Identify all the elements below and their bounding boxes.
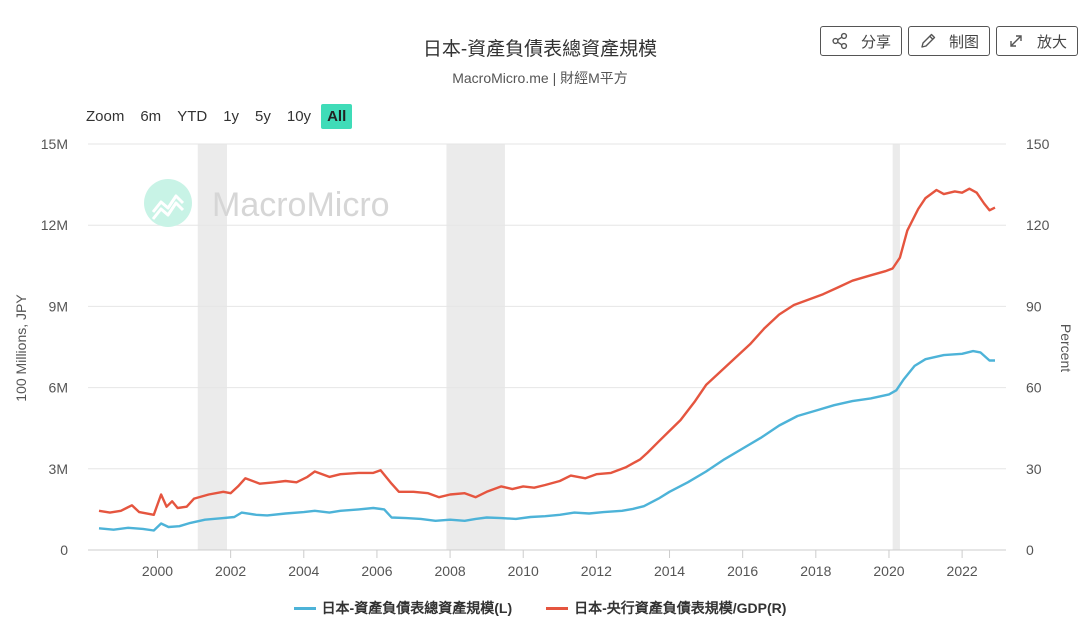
legend-label-bs-gdp: 日本-央行資產負債表規模/GDP(R) [574, 600, 787, 616]
chart-subtitle: MacroMicro.me | 財經M平方 [452, 70, 628, 86]
range-selector: Zoom 6m YTD 1y 5y 10y All [86, 104, 356, 129]
draw-label: 制图 [949, 33, 980, 51]
y-right-tick-label: 150 [1026, 136, 1050, 152]
range-option-6m[interactable]: 6m [140, 108, 162, 125]
x-tick-label: 2020 [873, 563, 904, 579]
y-right-tick-label: 120 [1026, 217, 1050, 233]
grid-lines [88, 143, 1006, 551]
recession-band-0 [197, 144, 227, 550]
watermark: MacroMicro [144, 179, 390, 227]
x-tick-label: 2002 [215, 563, 246, 579]
range-option-5y[interactable]: 5y [255, 108, 271, 125]
legend-swatch-blue [293, 606, 316, 610]
y-right-tick-label: 30 [1026, 461, 1042, 477]
x-tick-label: 2010 [508, 563, 539, 579]
x-tick-label: 2022 [947, 563, 978, 579]
y-left-tick-label: 9M [49, 298, 68, 314]
range-option-10y[interactable]: 10y [286, 108, 312, 125]
x-tick-label: 2000 [142, 563, 173, 579]
range-option-all[interactable]: All [321, 104, 353, 129]
y-axis-left-label: 100 Millions, JPY [13, 294, 29, 402]
y-axis-left-ticks: 0 3M 6M 9M 12M 15M [41, 136, 68, 558]
x-tick-label: 2018 [800, 563, 831, 579]
legend-item-total-assets[interactable]: 日本-資產負債表總資產規模(L) [293, 598, 513, 618]
expand-button[interactable]: 放大 [996, 26, 1079, 56]
x-axis-ticks: 2000 2002 2004 2006 2008 2010 2012 2014 2016 2018… [142, 550, 978, 579]
x-tick-label: 2004 [288, 563, 319, 579]
y-right-tick-label: 60 [1026, 380, 1042, 396]
range-selector-label: Zoom [86, 108, 125, 125]
share-icon [832, 32, 848, 50]
series-line-bs-gdp[interactable] [98, 187, 996, 516]
legend-item-bs-gdp[interactable]: 日本-央行資產負債表規模/GDP(R) [546, 598, 786, 618]
share-label: 分享 [861, 33, 892, 51]
x-tick-label: 2014 [654, 563, 685, 579]
y-right-tick-label: 0 [1026, 542, 1034, 558]
legend-label-total-assets: 日本-資產負債表總資產規模(L) [321, 600, 513, 616]
watermark-text: MacroMicro [212, 186, 390, 224]
pencil-icon [921, 33, 936, 48]
recession-band-1 [446, 144, 505, 550]
x-tick-label: 2012 [581, 563, 612, 579]
legend: 日本-資產負債表總資產規模(L) 日本-央行資產負債表規模/GDP(R) [0, 598, 1080, 618]
recession-band-2 [892, 144, 900, 550]
chart-toolbar: 分享 制图 放大 [820, 26, 1079, 56]
draw-button[interactable]: 制图 [908, 26, 991, 56]
y-left-tick-label: 3M [49, 461, 68, 477]
expand-icon [1010, 35, 1022, 47]
x-tick-label: 2006 [361, 563, 392, 579]
y-axis-right-label: Percent [1058, 324, 1074, 372]
expand-label: 放大 [1037, 33, 1068, 51]
series-line-total-assets[interactable] [98, 349, 995, 532]
share-button[interactable]: 分享 [820, 26, 903, 56]
recession-bands [197, 144, 900, 550]
y-left-tick-label: 15M [41, 136, 68, 152]
y-right-tick-label: 90 [1026, 298, 1042, 314]
range-option-1y[interactable]: 1y [223, 108, 240, 125]
range-option-ytd[interactable]: YTD [177, 108, 208, 125]
x-tick-label: 2016 [727, 563, 758, 579]
series-lines [98, 187, 996, 532]
y-left-tick-label: 6M [49, 380, 68, 396]
chart-title: 日本-資產負債表總資產規模 [422, 39, 658, 60]
y-left-tick-label: 12M [41, 217, 68, 233]
y-left-tick-label: 0 [60, 542, 68, 558]
legend-swatch-red [546, 606, 569, 610]
x-tick-label: 2008 [435, 563, 466, 579]
y-axis-right-ticks: 0 30 60 90 120 150 [1026, 136, 1050, 558]
